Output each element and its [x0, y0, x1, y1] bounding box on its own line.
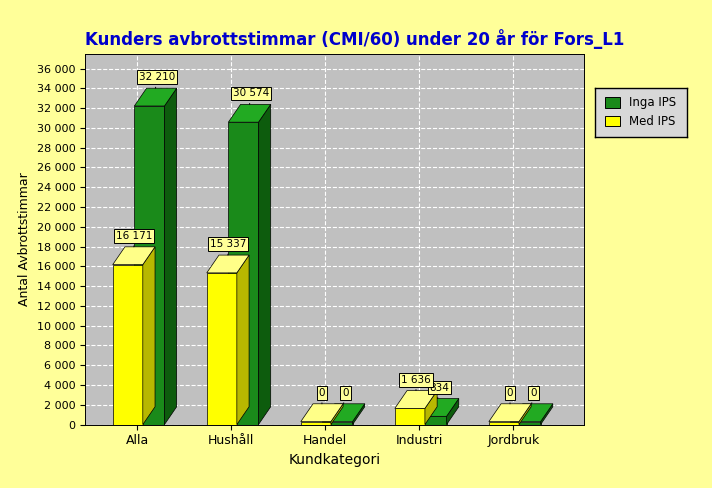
Polygon shape: [143, 247, 155, 425]
Polygon shape: [417, 399, 459, 416]
Text: 30 574: 30 574: [234, 88, 270, 104]
Polygon shape: [540, 404, 553, 425]
Text: 32 210: 32 210: [140, 72, 175, 88]
Polygon shape: [417, 416, 446, 425]
Polygon shape: [300, 404, 343, 422]
Polygon shape: [511, 422, 540, 425]
Polygon shape: [331, 404, 343, 425]
Polygon shape: [300, 422, 331, 425]
Polygon shape: [519, 404, 531, 425]
Polygon shape: [511, 404, 553, 422]
Polygon shape: [206, 407, 271, 425]
Text: 16 171: 16 171: [115, 231, 152, 247]
Polygon shape: [164, 88, 177, 425]
Polygon shape: [489, 407, 553, 425]
Polygon shape: [229, 104, 271, 122]
Polygon shape: [446, 399, 459, 425]
Polygon shape: [135, 88, 177, 106]
Polygon shape: [489, 422, 519, 425]
Polygon shape: [300, 407, 365, 425]
Polygon shape: [206, 273, 237, 425]
X-axis label: Kundkategori: Kundkategori: [288, 453, 381, 467]
Polygon shape: [229, 122, 258, 425]
Polygon shape: [258, 104, 271, 425]
Text: 1 636: 1 636: [401, 375, 431, 390]
Polygon shape: [352, 404, 365, 425]
Polygon shape: [395, 408, 425, 425]
Polygon shape: [425, 390, 437, 425]
Text: 0: 0: [507, 388, 513, 404]
Polygon shape: [112, 247, 155, 264]
Polygon shape: [395, 407, 459, 425]
Polygon shape: [206, 255, 249, 273]
Polygon shape: [323, 422, 352, 425]
Polygon shape: [395, 390, 437, 408]
Text: 0: 0: [530, 388, 537, 404]
Polygon shape: [323, 404, 365, 422]
Text: 0: 0: [319, 388, 325, 404]
Text: 0: 0: [342, 388, 349, 404]
Polygon shape: [135, 106, 164, 425]
Legend: Inga IPS, Med IPS: Inga IPS, Med IPS: [600, 90, 682, 134]
Text: 15 337: 15 337: [210, 239, 246, 255]
Text: 834: 834: [429, 383, 449, 399]
Polygon shape: [489, 404, 531, 422]
Polygon shape: [112, 407, 177, 425]
Polygon shape: [112, 264, 143, 425]
Polygon shape: [237, 255, 249, 425]
Y-axis label: Antal Avbrottstimmar: Antal Avbrottstimmar: [19, 172, 31, 306]
Text: Kunders avbrottstimmar (CMI/60) under 20 år för Fors_L1: Kunders avbrottstimmar (CMI/60) under 20…: [85, 29, 625, 49]
